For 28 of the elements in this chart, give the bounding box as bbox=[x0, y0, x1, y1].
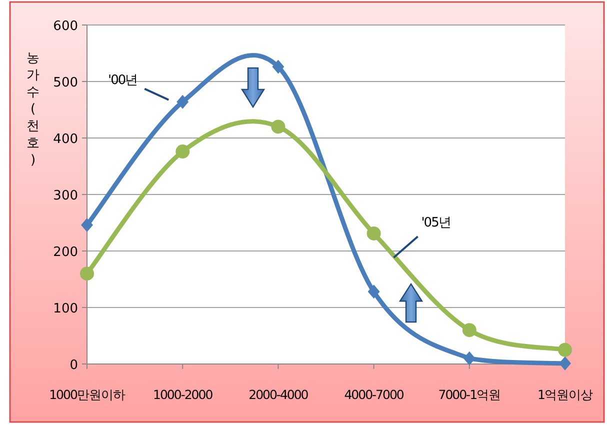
x-tick-label: 4000-7000 bbox=[344, 387, 404, 402]
x-tick-label: 7000-1억원 bbox=[438, 387, 501, 402]
y-tick-label: 500 bbox=[53, 76, 78, 90]
y-tick-label: 0 bbox=[70, 358, 78, 373]
x-tick-label: 1억원이상 bbox=[538, 387, 594, 402]
point bbox=[272, 60, 284, 74]
y-tick-label: 300 bbox=[53, 188, 78, 204]
point bbox=[462, 323, 476, 338]
point bbox=[81, 218, 93, 232]
x-tick-label: 1000만원이하 bbox=[49, 387, 126, 402]
y-tick-label: 100 bbox=[53, 302, 78, 316]
point bbox=[559, 356, 571, 370]
point bbox=[463, 351, 476, 366]
y-tick-label: 200 bbox=[53, 245, 78, 260]
text: '05년 bbox=[421, 215, 450, 230]
point bbox=[368, 284, 380, 299]
point bbox=[80, 266, 94, 281]
point bbox=[176, 144, 190, 159]
x-tick-label: 2000-4000 bbox=[248, 387, 309, 402]
y-tick-label: 600 bbox=[53, 19, 78, 34]
y-axis-title: 농가수(천호) bbox=[26, 51, 40, 168]
point bbox=[271, 120, 286, 134]
x-tick-label: 1000-2000 bbox=[153, 387, 214, 402]
point bbox=[366, 226, 381, 240]
y-tick-label: 400 bbox=[53, 132, 78, 147]
point bbox=[176, 94, 189, 109]
text: '00년 bbox=[108, 72, 138, 88]
point bbox=[558, 342, 572, 357]
